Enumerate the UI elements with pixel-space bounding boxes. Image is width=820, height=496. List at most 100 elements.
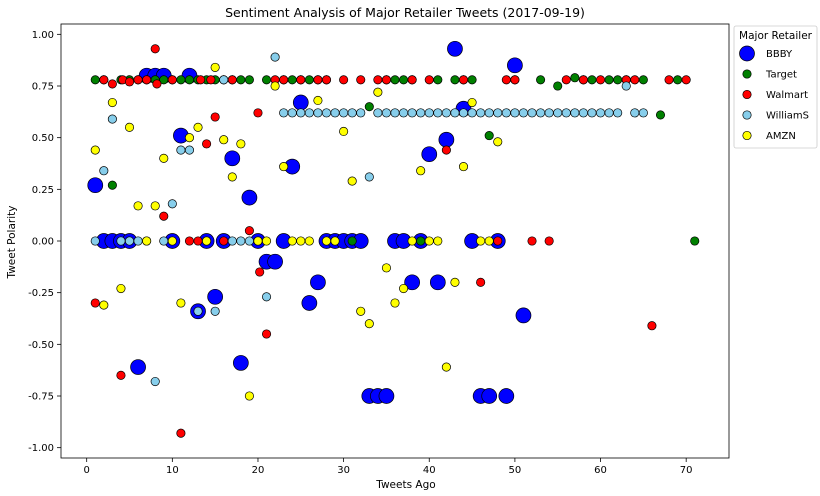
data-point <box>261 236 272 246</box>
data-point <box>167 75 177 85</box>
legend-marker <box>742 89 752 100</box>
data-point <box>578 75 588 85</box>
data-point <box>296 236 306 246</box>
data-point <box>433 75 443 85</box>
y-tick-label: -0.50 <box>28 340 54 351</box>
data-point <box>613 108 623 118</box>
data-point <box>438 131 455 148</box>
data-point <box>429 274 446 291</box>
data-point <box>501 108 511 118</box>
data-point <box>321 75 332 85</box>
data-point <box>124 122 135 132</box>
data-point <box>90 75 100 85</box>
data-point <box>87 177 104 194</box>
data-point <box>313 108 323 118</box>
data-point <box>116 283 126 294</box>
data-point <box>493 137 503 147</box>
data-point <box>176 145 186 155</box>
data-point <box>279 162 289 172</box>
data-point <box>287 236 297 246</box>
legend-item-amzn: AMZN <box>742 130 796 142</box>
data-point <box>630 108 640 118</box>
y-tick-label: 1.00 <box>32 30 54 41</box>
data-point <box>287 75 297 85</box>
data-point <box>219 236 229 246</box>
data-point <box>458 75 469 85</box>
data-point <box>99 300 109 310</box>
data-point <box>142 236 152 246</box>
data-point <box>206 75 216 85</box>
data-point <box>261 75 272 85</box>
data-point <box>193 122 203 132</box>
series-walmart <box>90 44 691 438</box>
data-point <box>604 108 614 118</box>
data-point <box>107 114 117 124</box>
data-point <box>587 108 597 118</box>
data-point <box>150 44 160 54</box>
data-point <box>330 108 340 118</box>
data-point <box>416 108 426 118</box>
data-point <box>604 75 614 85</box>
data-point <box>467 97 477 108</box>
data-point <box>124 77 135 87</box>
y-tick-label: -1.00 <box>28 443 54 454</box>
data-point <box>484 236 494 246</box>
data-point <box>313 95 323 106</box>
series-williams <box>90 52 648 387</box>
data-point <box>176 298 186 308</box>
data-point <box>330 236 340 246</box>
data-point <box>578 108 588 118</box>
data-point <box>450 108 460 118</box>
data-point <box>227 236 237 246</box>
data-point <box>133 236 143 246</box>
legend-item-bbby: BBBY <box>739 45 793 62</box>
data-point <box>450 277 460 287</box>
data-point <box>270 52 280 62</box>
data-point <box>647 321 657 331</box>
data-point <box>313 75 323 85</box>
data-point <box>407 108 417 118</box>
data-points <box>87 40 700 438</box>
data-point <box>287 108 297 118</box>
data-point <box>510 108 520 118</box>
data-point <box>493 236 503 246</box>
data-point <box>116 236 126 246</box>
data-point <box>655 110 666 120</box>
data-point <box>321 236 332 246</box>
axes: 0 10 20 30 40 50 60 70 -1.00 -0.75 -0.50 -0.25 0.00 0… <box>28 23 730 476</box>
data-point <box>690 236 700 246</box>
data-point <box>219 75 229 85</box>
data-point <box>364 102 374 112</box>
data-point <box>270 81 280 91</box>
data-point <box>279 108 289 118</box>
data-point <box>467 108 477 118</box>
data-point <box>253 108 263 118</box>
data-point <box>441 362 451 372</box>
data-point <box>133 75 143 85</box>
data-point <box>244 391 254 401</box>
data-point <box>544 236 554 246</box>
data-point <box>193 306 203 316</box>
data-point <box>493 108 503 118</box>
data-point <box>150 376 160 387</box>
data-point <box>399 75 409 85</box>
data-point <box>458 108 469 118</box>
x-axis-label: Tweets Ago <box>375 479 435 491</box>
data-point <box>304 236 314 246</box>
data-point <box>381 75 391 85</box>
x-tick-label: 60 <box>594 465 607 476</box>
data-point <box>390 108 400 118</box>
data-point <box>390 75 400 85</box>
x-tick-label: 70 <box>680 465 693 476</box>
data-point <box>150 201 160 211</box>
data-point <box>116 370 126 380</box>
data-point <box>301 295 318 311</box>
data-point <box>561 108 571 118</box>
legend-label: Target <box>765 70 797 81</box>
data-point <box>90 145 100 155</box>
x-tick-label: 50 <box>509 465 522 476</box>
data-point <box>498 388 515 404</box>
data-point <box>184 236 195 246</box>
data-point <box>381 108 391 118</box>
